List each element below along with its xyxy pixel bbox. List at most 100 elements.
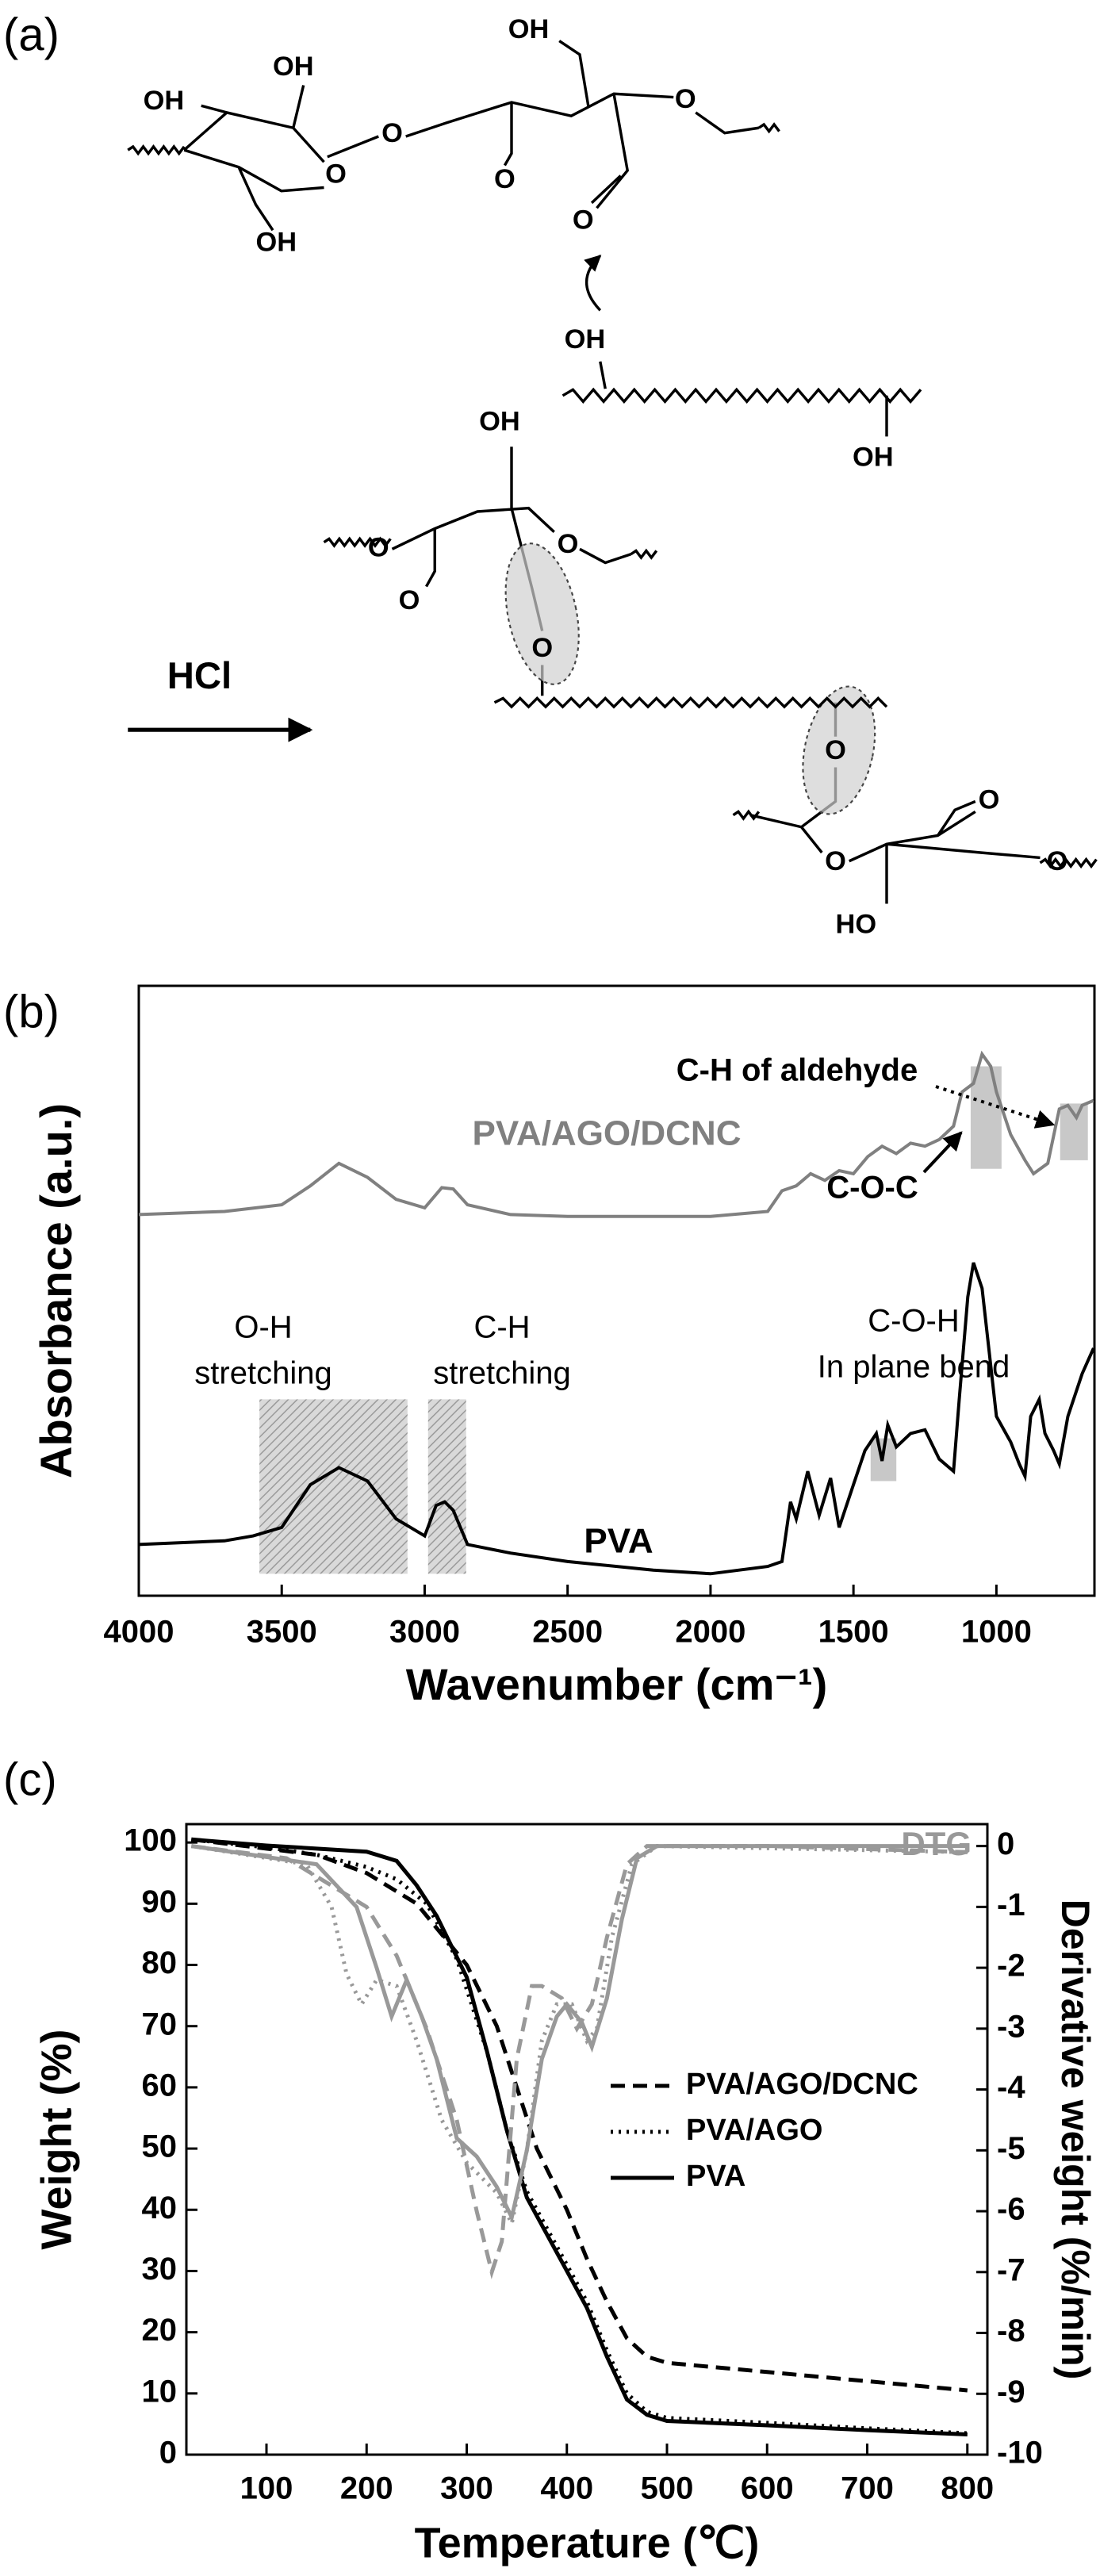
atom-label: O [368,532,389,562]
y-tick-label: 70 [142,2007,178,2041]
y2-tick-label: -3 [997,2009,1025,2044]
bond [391,361,1041,904]
x-tick-label: 1000 [961,1615,1032,1650]
x-tick-label: 600 [741,2471,794,2506]
chain [127,144,186,156]
y-tick-label: 100 [124,1823,177,1858]
chain [757,122,780,134]
annotation: C-O-H [868,1304,960,1339]
atom-label: O [325,159,347,190]
y2-tick-label: -7 [997,2252,1025,2287]
atom-label: HO [836,910,877,940]
tga-line [191,1837,968,2436]
y2-tick-label: -1 [997,1888,1025,1922]
y2-tick-label: -2 [997,1949,1025,1984]
plot-frame [185,1823,989,2456]
annotation: C-H [473,1310,530,1345]
panel-label: (b) [3,986,59,1037]
spectrum-line [138,1262,1095,1576]
y-tick-label: 20 [142,2313,178,2348]
atom-label: OH [144,86,185,116]
y-tick-label: 80 [142,1945,178,1980]
spectrum-line [138,1050,1094,1218]
legend-label: PVA [686,2160,745,2193]
x-tick-label: 2500 [532,1615,603,1650]
y-axis-label: Absorbance (a.u.) [31,1103,81,1478]
chain [493,696,888,709]
atom-label: O [825,846,846,876]
x-tick-label: 800 [941,2471,994,2506]
y-tick-label: 30 [142,2252,178,2287]
atom-label: O [494,164,516,194]
x-tick-label: 100 [240,2471,293,2506]
y-tick-label: 40 [142,2191,178,2225]
y2-tick-label: -6 [997,2192,1025,2227]
y2-tick-label: -5 [997,2131,1025,2166]
x-axis-label: Wavenumber (cm⁻¹) [406,1659,828,1709]
atom-label: O [531,633,553,663]
atom-label: O [675,84,696,114]
x-tick-label: 1500 [818,1615,889,1650]
annotation: O-H [234,1310,292,1345]
x-tick-label: 2000 [675,1615,745,1650]
arrow [584,255,602,312]
plot-frame [137,984,1096,1597]
atom-label: OH [256,228,297,258]
dtg-line [190,1844,968,2279]
x-axis-label: Temperature (℃) [415,2519,760,2566]
atom-label: OH [565,324,606,355]
annotation: C-H of aldehyde [676,1053,918,1088]
chain [561,387,922,404]
atom-label: O [979,785,1000,815]
atom-label: O [399,585,420,615]
y-tick-label: 0 [159,2436,177,2471]
highlight-band [259,1399,408,1574]
annotation: stretching [433,1356,570,1391]
y2-tick-label: -8 [997,2313,1025,2348]
x-tick-label: 400 [540,2471,593,2506]
atom-label: O [573,205,594,236]
x-tick-label: 700 [841,2471,894,2506]
y2-axis-label: Derivative weight (%/min) [1053,1899,1098,2380]
highlight-ellipse [504,542,580,685]
dtg-line [190,1844,968,2224]
annotation: In plane bend [818,1350,1010,1385]
dtg-line [190,1844,968,2230]
y-tick-label: 50 [142,2129,178,2164]
y-tick-label: 90 [142,1884,178,1919]
highlight-ellipse [802,685,876,815]
y-tick-label: 60 [142,2068,178,2103]
y2-tick-label: -10 [997,2436,1043,2471]
tga-line [190,1837,968,2393]
y2-tick-label: -4 [997,2070,1025,2105]
atom-label: OH [853,442,894,472]
x-tick-label: 4000 [104,1615,174,1650]
chain [1039,857,1098,869]
atom-label: OH [273,52,314,82]
chain [732,809,761,821]
annotation: C-O-C [826,1171,918,1206]
x-tick-label: 3000 [389,1615,460,1650]
atom-label: O [381,118,403,148]
legend-label: PVA/AGO/DCNC [686,2068,918,2101]
annotation: DTG [901,1825,972,1862]
panel-label: (a) [3,9,59,60]
x-tick-label: 300 [440,2471,493,2506]
annotation-arrow [922,1131,963,1174]
y2-tick-label: -9 [997,2375,1025,2409]
series-label: PVA/AGO/DCNC [473,1114,742,1153]
atom-label: OH [479,406,520,436]
atom-label: O [825,735,846,765]
highlight-band [970,1066,1002,1169]
x-tick-label: 3500 [247,1615,317,1650]
annotation: stretching [194,1356,332,1391]
x-tick-label: 200 [340,2471,393,2506]
series-label: PVA [584,1522,653,1561]
highlight-band [427,1399,466,1574]
panel-label: (c) [3,1754,57,1805]
chain [630,548,658,560]
reagent: HCl [167,655,232,697]
x-tick-label: 500 [641,2471,694,2506]
